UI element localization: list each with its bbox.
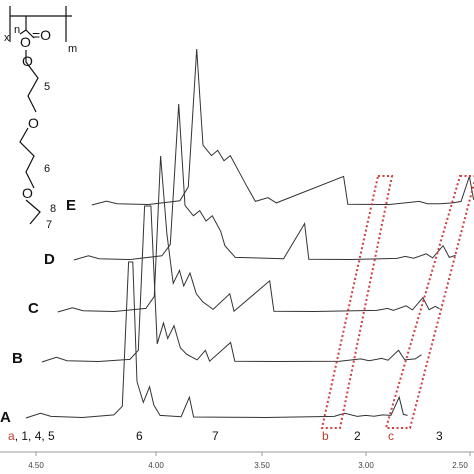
- x-axis: 4.50 4.00 3.50 3.00 2.50: [0, 451, 474, 470]
- chemical-structure: [9, 6, 72, 225]
- x-tick-label: 2.50: [452, 461, 468, 470]
- structure-eq-o: =O: [32, 27, 51, 43]
- structure-x: x: [4, 32, 10, 44]
- trace-label-c: C: [28, 300, 39, 317]
- structure-chain-3: [25, 199, 41, 225]
- trace-label-a: A: [0, 409, 11, 426]
- structure-ester: [19, 29, 35, 39]
- structure-chain-1: [25, 50, 39, 113]
- trace-label-b: B: [12, 350, 23, 367]
- x-tick-label: 3.00: [358, 461, 374, 470]
- spectrum-trace-e: [91, 48, 474, 206]
- highlight-boxes: [320, 175, 474, 429]
- x-axis-ticks: 4.50 4.00 3.50 3.00 2.50: [28, 452, 471, 470]
- structure-8: 8: [50, 203, 56, 215]
- assign-3: 3: [436, 429, 443, 443]
- spectrum-trace-d: [73, 103, 456, 261]
- spectrum-trace-b: [41, 205, 422, 363]
- trace-labels: A B C D E: [0, 197, 76, 426]
- highlight-box-b: [320, 175, 394, 429]
- peak-assignments: a, 1, 4, 5 6 7 b 2 c 3: [8, 429, 443, 443]
- structure-n: n: [14, 24, 20, 36]
- assign-b: b: [322, 429, 329, 443]
- spectrum-trace-c: [57, 155, 440, 313]
- structure-5: 5: [44, 81, 50, 93]
- highlight-box-c: [384, 175, 474, 429]
- x-tick-label: 3.50: [254, 461, 270, 470]
- structure-6: 6: [44, 163, 50, 175]
- assign-7: 7: [212, 429, 219, 443]
- structure-o-4: O: [22, 185, 33, 201]
- structure-7: 7: [46, 219, 52, 231]
- assign-6: 6: [136, 429, 143, 443]
- trace-label-e: E: [66, 197, 76, 214]
- structure-o-2: O: [22, 53, 33, 69]
- x-tick-label: 4.00: [148, 461, 164, 470]
- assign-c: c: [388, 429, 394, 443]
- assign-a: a: [8, 429, 15, 443]
- assign-a-group: a, 1, 4, 5: [8, 429, 55, 443]
- structure-o-3: O: [28, 115, 39, 131]
- assign-2: 2: [354, 429, 361, 443]
- structure-m: m: [68, 43, 77, 55]
- spectrum-trace-a: [25, 261, 408, 419]
- structure-o-1: O: [20, 34, 31, 50]
- spectra-traces: [25, 48, 474, 419]
- structure-labels: x n O =O m O 5 O 6 O 7 8: [4, 24, 77, 231]
- structure-chain-2: [19, 127, 35, 189]
- assign-a-rest: , 1, 4, 5: [15, 429, 55, 443]
- trace-label-d: D: [44, 251, 55, 268]
- x-tick-label: 4.50: [28, 461, 44, 470]
